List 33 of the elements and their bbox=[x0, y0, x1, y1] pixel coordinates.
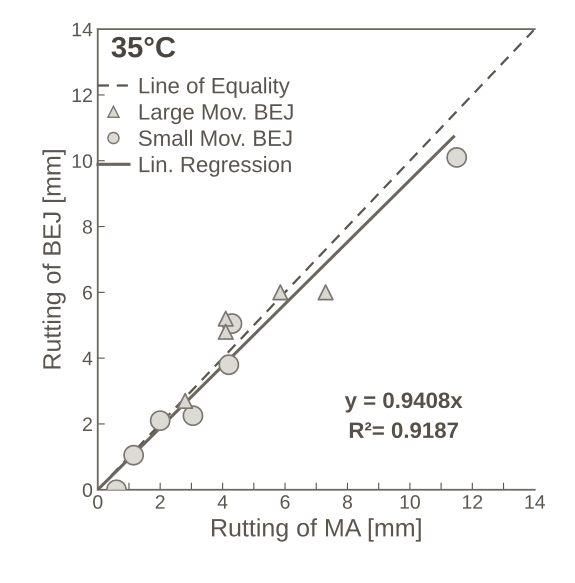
y-tick-label: 0 bbox=[82, 483, 92, 497]
y-tick-label: 2 bbox=[83, 417, 92, 431]
point bbox=[177, 392, 194, 410]
y-tick-label: 6 bbox=[83, 286, 92, 300]
point bbox=[218, 354, 240, 376]
point bbox=[446, 147, 468, 168]
point bbox=[150, 410, 171, 432]
point bbox=[317, 284, 334, 300]
x-tick-label: 14 bbox=[525, 495, 545, 509]
legend-label: Line of Equality bbox=[140, 77, 290, 98]
x-tick-label: 0 bbox=[93, 495, 102, 509]
x-tick-label: 4 bbox=[218, 495, 228, 509]
legend-label: Small Mov. BEJ bbox=[138, 130, 292, 146]
x-tick-label: 12 bbox=[462, 495, 482, 509]
point bbox=[123, 444, 144, 466]
x-axis-title: Rutting of MA [mm] bbox=[212, 518, 421, 542]
x-tick-label: 6 bbox=[280, 495, 290, 509]
annotation: y = 0.9408x bbox=[344, 392, 462, 413]
x-tick-label: 8 bbox=[342, 495, 352, 509]
y-tick-label: 14 bbox=[72, 22, 92, 36]
point bbox=[272, 284, 288, 300]
y-tick-label: 8 bbox=[82, 220, 92, 234]
x-tick-label: 10 bbox=[400, 495, 420, 509]
y-tick-label: 4 bbox=[82, 352, 92, 366]
annotation: R²= 0.9187 bbox=[350, 422, 458, 438]
chart-title: 35°C bbox=[112, 36, 176, 58]
y-tick-label: 12 bbox=[72, 88, 92, 102]
legend-label: Lin. Regression bbox=[140, 156, 291, 177]
y-tick-label: 10 bbox=[72, 154, 92, 168]
legend-label: Large Mov. BEJ bbox=[140, 104, 293, 124]
point bbox=[182, 405, 204, 426]
y-axis-title: Rutting of BEJ [mm] bbox=[42, 150, 66, 369]
x-tick-label: 2 bbox=[156, 495, 165, 509]
